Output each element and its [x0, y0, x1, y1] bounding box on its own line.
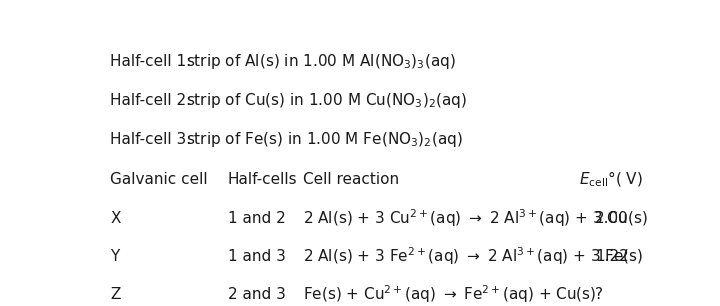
Text: Z: Z	[110, 287, 120, 302]
Text: Fe(s) + Cu$^{2+}$(aq) $\rightarrow$ Fe$^{2+}$(aq) + Cu(s): Fe(s) + Cu$^{2+}$(aq) $\rightarrow$ Fe$^…	[303, 284, 597, 305]
Text: Half-cell 3:: Half-cell 3:	[110, 132, 192, 147]
Text: strip of Cu(s) in 1.00 M Cu(NO$_3$)$_2$(aq): strip of Cu(s) in 1.00 M Cu(NO$_3$)$_2$(…	[186, 91, 467, 110]
Text: 1.22: 1.22	[595, 249, 629, 264]
Text: 2 and 3: 2 and 3	[228, 287, 286, 302]
Text: 2.00: 2.00	[595, 211, 629, 226]
Text: X: X	[110, 211, 120, 226]
Text: Half-cell 1:: Half-cell 1:	[110, 54, 192, 69]
Text: strip of Al(s) in 1.00 M Al(NO$_3$)$_3$(aq): strip of Al(s) in 1.00 M Al(NO$_3$)$_3$(…	[186, 52, 456, 71]
Text: $\mathit{E}_{\mathrm{cell}}$°( V): $\mathit{E}_{\mathrm{cell}}$°( V)	[580, 170, 643, 189]
Text: Y: Y	[110, 249, 120, 264]
Text: Half-cells: Half-cells	[228, 172, 297, 187]
Text: strip of Fe(s) in 1.00 M Fe(NO$_3$)$_2$(aq): strip of Fe(s) in 1.00 M Fe(NO$_3$)$_2$(…	[186, 130, 463, 149]
Text: Cell reaction: Cell reaction	[303, 172, 400, 187]
Text: Half-cell 2:: Half-cell 2:	[110, 93, 192, 108]
Text: ?: ?	[595, 287, 603, 302]
Text: 2 Al(s) + 3 Fe$^{2+}$(aq) $\rightarrow$ 2 Al$^{3+}$(aq) + 3 Fe(s): 2 Al(s) + 3 Fe$^{2+}$(aq) $\rightarrow$ …	[303, 245, 644, 267]
Text: Galvanic cell: Galvanic cell	[110, 172, 207, 187]
Text: 1 and 2: 1 and 2	[228, 211, 286, 226]
Text: 2 Al(s) + 3 Cu$^{2+}$(aq) $\rightarrow$ 2 Al$^{3+}$(aq) + 3 Cu(s): 2 Al(s) + 3 Cu$^{2+}$(aq) $\rightarrow$ …	[303, 208, 648, 230]
Text: 1 and 3: 1 and 3	[228, 249, 286, 264]
